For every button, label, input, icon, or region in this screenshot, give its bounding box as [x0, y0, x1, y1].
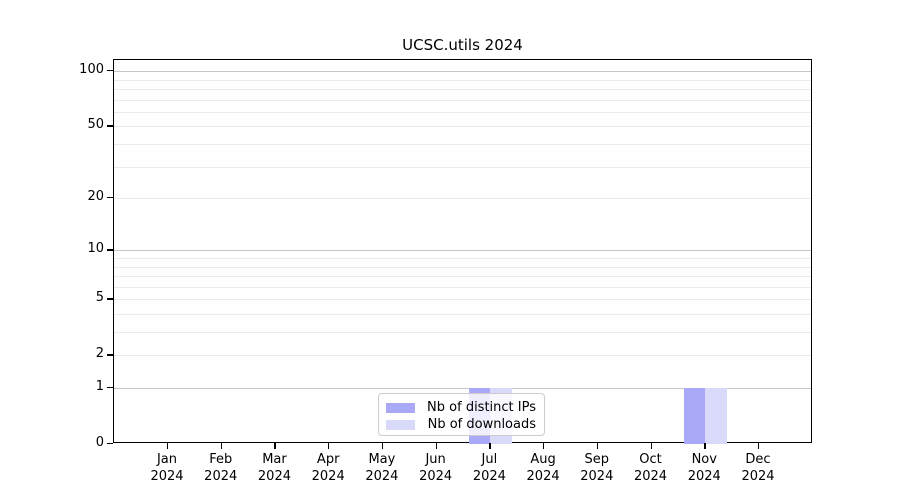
gridline-minor	[114, 286, 811, 288]
x-axis-tick	[543, 443, 545, 449]
gridline-minor	[114, 111, 811, 113]
legend-row-distinct-ips: Nb of distinct IPs	[386, 399, 536, 416]
y-axis-tick	[107, 443, 113, 445]
gridline-minor	[114, 126, 811, 128]
chart-title: UCSC.utils 2024	[402, 36, 523, 54]
gridline-minor	[114, 79, 811, 81]
y-axis-tick-label: 10	[87, 241, 104, 257]
gridline-minor	[114, 89, 811, 91]
x-axis-tick	[381, 443, 384, 449]
y-axis-tick	[107, 387, 113, 389]
x-axis-tick-label: Feb 2024	[204, 452, 238, 484]
y-axis-tick-label: 1	[95, 379, 104, 394]
x-axis-tick	[596, 443, 599, 449]
x-axis-tick-label: Nov 2024	[687, 452, 721, 484]
x-axis-tick	[704, 443, 706, 449]
y-axis-tick-label: 5	[95, 290, 104, 306]
x-axis-tick-label: Mar 2024	[257, 452, 291, 484]
gridline-minor	[114, 276, 811, 278]
gridline-minor	[114, 144, 811, 146]
x-axis-tick	[489, 443, 491, 449]
bar-distinct-ips-nov	[683, 388, 706, 444]
legend: Nb of distinct IPs Nb of downloads	[378, 393, 545, 436]
x-axis-tick-label: Aug 2024	[526, 452, 560, 484]
x-axis-tick	[435, 443, 437, 449]
x-axis-tick-label: May 2024	[365, 452, 399, 484]
y-axis-tick	[107, 249, 113, 251]
x-axis-tick-label: Dec 2024	[741, 452, 775, 484]
gridline-minor	[114, 313, 811, 315]
x-axis-tick-label: Oct 2024	[633, 452, 668, 484]
x-axis-tick-label: Jun 2024	[419, 452, 453, 484]
gridline-minor	[114, 258, 811, 259]
y-axis-tick-label: 100	[79, 62, 104, 78]
gridline-minor	[114, 99, 811, 101]
legend-swatch-distinct-ips	[386, 402, 415, 413]
x-axis-tick	[274, 443, 276, 449]
bar-downloads-nov	[705, 388, 727, 444]
gridline-major	[114, 250, 811, 252]
y-axis-tick	[107, 354, 113, 356]
x-axis-tick-label: Jul 2024	[472, 452, 506, 484]
y-axis-tick	[107, 125, 113, 127]
legend-label: Nb of distinct IPs	[427, 400, 536, 415]
y-axis-tick-label: 50	[87, 117, 104, 133]
x-axis-tick	[167, 443, 169, 449]
x-axis-tick	[328, 443, 330, 449]
gridline-major	[114, 71, 811, 73]
x-axis-tick-label: Jan 2024	[150, 452, 184, 484]
y-axis-tick	[107, 70, 113, 72]
gridline-minor	[114, 355, 811, 357]
x-axis-tick	[650, 443, 652, 449]
y-axis-tick-label: 2	[95, 346, 104, 362]
legend-row-downloads: Nb of downloads	[386, 416, 536, 433]
y-axis-tick-label: 0	[95, 435, 104, 450]
gridline-major	[114, 388, 811, 389]
gridline-minor	[114, 266, 811, 268]
gridline-minor	[114, 332, 811, 334]
y-axis-tick-label: 20	[87, 189, 104, 205]
x-axis-tick	[220, 443, 223, 449]
y-axis-tick	[107, 197, 113, 199]
x-axis-tick	[757, 443, 760, 449]
x-axis-tick-label: Apr 2024	[311, 452, 345, 484]
gridline-minor	[114, 166, 811, 168]
legend-swatch-downloads	[386, 419, 415, 430]
plot-area	[113, 59, 812, 444]
legend-label: Nb of downloads	[427, 417, 536, 432]
x-axis-tick-label: Sep 2024	[580, 452, 614, 484]
gridline-minor	[114, 299, 811, 301]
y-axis-tick	[107, 298, 113, 300]
gridline-minor	[114, 198, 811, 200]
